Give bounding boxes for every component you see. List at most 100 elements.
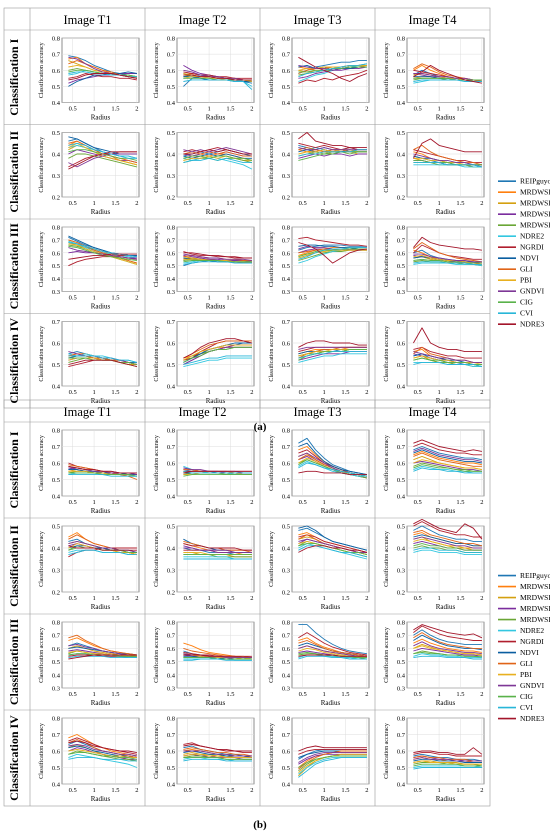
x-tick-label: 0.5 — [69, 499, 77, 506]
y-tick-label: 0.6 — [282, 250, 291, 257]
series-line — [413, 242, 482, 263]
x-tick-label: 0.5 — [414, 200, 422, 207]
x-tick-label: 0.5 — [184, 787, 192, 794]
y-tick-label: 0.8 — [52, 620, 60, 627]
column-header: Image T1 — [63, 405, 111, 419]
series-line — [183, 547, 252, 553]
series-line — [298, 470, 367, 476]
y-tick-label: 0.4 — [282, 100, 291, 107]
legend-entry: GLI — [520, 265, 533, 274]
x-axis-label: Radius — [321, 114, 341, 122]
x-tick-label: 2 — [480, 595, 483, 602]
series-line — [413, 452, 482, 467]
series-line — [413, 138, 482, 159]
series-line — [298, 351, 367, 359]
series-line — [298, 462, 367, 477]
series-line — [298, 151, 367, 161]
y-tick-label: 0.6 — [167, 68, 176, 75]
series-line — [68, 757, 137, 762]
x-tick-label: 1.5 — [111, 106, 119, 113]
x-axis-label: Radius — [206, 303, 226, 311]
legend-entry: REIPguyot — [520, 177, 550, 186]
y-tick-label: 0.8 — [52, 225, 60, 232]
legend-entry: MRDWSI1 — [520, 188, 550, 197]
y-tick-label: 0.8 — [397, 36, 405, 43]
x-tick-label: 1.5 — [341, 499, 349, 506]
y-tick-label: 0.7 — [397, 319, 406, 326]
y-tick-label: 0.5 — [167, 765, 175, 772]
y-tick-label: 0.3 — [167, 289, 175, 296]
x-tick-label: 0.5 — [299, 389, 307, 396]
y-tick-label: 0.4 — [167, 546, 176, 553]
y-tick-label: 0.4 — [282, 546, 291, 553]
y-tick-label: 0.6 — [397, 461, 406, 468]
y-tick-label: 0.2 — [52, 590, 60, 597]
series-line — [183, 155, 253, 161]
series-line — [68, 745, 137, 759]
x-tick-label: 1.5 — [226, 295, 234, 302]
y-axis-label: Classification accuracy — [153, 42, 160, 98]
x-tick-label: 1.5 — [456, 499, 464, 506]
y-tick-label: 0.7 — [397, 633, 406, 640]
x-tick-label: 2 — [250, 691, 253, 698]
series-line — [298, 63, 367, 78]
row-label: Classification III — [7, 618, 21, 705]
y-tick-label: 0.7 — [167, 237, 176, 244]
y-tick-label: 0.8 — [52, 36, 60, 43]
y-tick-label: 0.7 — [397, 237, 406, 244]
series-line — [413, 760, 482, 765]
x-tick-label: 1.5 — [111, 499, 119, 506]
series-line — [413, 625, 482, 641]
y-tick-label: 0.2 — [52, 195, 60, 202]
column-header: Image T4 — [408, 405, 457, 419]
y-tick-label: 0.3 — [52, 289, 60, 296]
series-line — [413, 346, 482, 359]
x-axis-label: Radius — [206, 795, 226, 803]
y-tick-label: 0.4 — [167, 100, 176, 107]
series-line — [298, 757, 367, 778]
series-line — [413, 261, 482, 265]
y-tick-label: 0.6 — [167, 646, 176, 653]
x-tick-label: 2 — [250, 295, 253, 302]
legend-entry: CIG — [520, 298, 534, 307]
y-tick-label: 0.4 — [52, 782, 61, 789]
row-label: Classification IV — [7, 318, 21, 404]
y-tick-label: 0.2 — [397, 195, 405, 202]
series-line — [413, 73, 482, 81]
x-tick-label: 0.5 — [184, 499, 192, 506]
series-line — [183, 753, 252, 759]
series-line — [413, 361, 483, 368]
x-tick-label: 2 — [135, 499, 138, 506]
x-tick-label: 2 — [365, 295, 368, 302]
series-line — [298, 654, 367, 657]
series-line — [183, 543, 252, 551]
x-axis-label: Radius — [91, 397, 111, 405]
legend-entry: GLI — [520, 659, 533, 668]
y-tick-label: 0.6 — [52, 749, 61, 756]
legend-entry: MRDWSI4 — [520, 221, 550, 230]
y-tick-label: 0.5 — [282, 84, 290, 91]
x-tick-label: 1.5 — [111, 200, 119, 207]
x-tick-label: 2 — [135, 691, 138, 698]
series-line — [68, 549, 137, 556]
plot-area — [61, 321, 140, 387]
x-tick-label: 1 — [322, 691, 325, 698]
y-tick-label: 0.8 — [282, 716, 290, 723]
series-line — [298, 149, 367, 157]
y-tick-label: 0.5 — [397, 362, 405, 369]
x-axis-label: Radius — [91, 603, 111, 611]
y-axis-label: Classification accuracy — [383, 435, 390, 491]
x-axis-label: Radius — [206, 699, 226, 707]
series-line — [68, 743, 137, 757]
series-line — [413, 549, 482, 556]
y-tick-label: 0.3 — [167, 173, 175, 180]
series-line — [68, 740, 137, 754]
series-line — [183, 470, 252, 474]
x-tick-label: 0.5 — [69, 691, 77, 698]
x-axis-label: Radius — [321, 699, 341, 707]
series-line — [413, 536, 482, 549]
series-line — [413, 447, 482, 462]
series-line — [183, 747, 252, 757]
series-line — [183, 355, 252, 365]
series-line — [298, 538, 367, 553]
